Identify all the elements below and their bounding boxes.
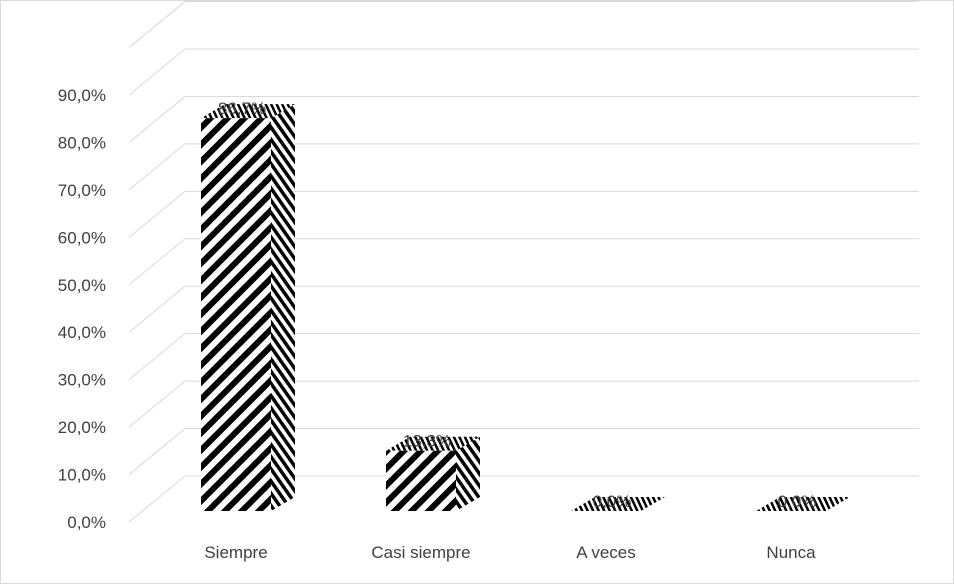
gridline-floor-diagonal <box>128 96 186 143</box>
data-label: 86,7% <box>218 99 266 118</box>
gridline-floor-diagonal <box>128 238 186 286</box>
bar-top-face <box>201 104 295 119</box>
y-tick-label: 20,0% <box>58 418 106 437</box>
data-label: 0,0% <box>778 492 817 511</box>
y-tick-label: 50,0% <box>58 276 106 295</box>
bar-top-face <box>756 497 850 511</box>
gridline-floor-diagonal <box>128 143 186 191</box>
bar-top-face <box>571 497 665 511</box>
gridline-floor-diagonal <box>128 1 186 48</box>
data-label: 13,3% <box>403 432 451 451</box>
y-tick-label: 40,0% <box>58 323 106 342</box>
bar-nunca <box>756 497 850 511</box>
gridline-floor-diagonal <box>128 190 186 238</box>
gridline-floor-diagonal <box>128 428 186 475</box>
bar-front-face <box>386 450 456 511</box>
y-axis-tick-labels: 0,0% 10,0% 20,0% 30,0% 40,0% 50,0% 60,0% 70,0% 8… <box>58 86 106 532</box>
gridline-floor-diagonal <box>128 475 186 523</box>
x-category-label: Siempre <box>204 543 267 562</box>
bar-top-face <box>386 436 480 451</box>
gridline-floor-diagonal <box>128 333 186 381</box>
y-tick-label: 0,0% <box>67 513 106 532</box>
gridline-floor-diagonal <box>128 285 186 333</box>
y-tick-label: 30,0% <box>58 371 106 390</box>
x-axis-category-labels: Siempre Casi siempre A veces Nunca <box>204 543 816 562</box>
y-tick-label: 90,0% <box>58 86 106 105</box>
bar-side-face <box>456 436 480 511</box>
gridlines <box>128 1 919 523</box>
bar-siempre <box>201 104 295 511</box>
bar-front-face <box>201 118 271 511</box>
x-category-label: Nunca <box>766 543 816 562</box>
data-labels: 86,7% 13,3% 0,0% 0,0% <box>218 99 816 511</box>
y-tick-label: 60,0% <box>58 228 106 247</box>
gridline-floor-diagonal <box>128 48 186 96</box>
data-label: 0,0% <box>593 492 632 511</box>
x-category-label: Casi siempre <box>371 543 470 562</box>
bar-side-face <box>271 104 295 511</box>
bar-casi-siempre <box>386 436 480 511</box>
gridline-floor-diagonal <box>128 380 186 428</box>
bar-series <box>201 104 850 511</box>
y-tick-label: 10,0% <box>58 466 106 485</box>
y-tick-label: 80,0% <box>58 133 106 152</box>
x-category-label: A veces <box>576 543 636 562</box>
bar-a-veces <box>571 497 665 511</box>
y-tick-label: 70,0% <box>58 181 106 200</box>
